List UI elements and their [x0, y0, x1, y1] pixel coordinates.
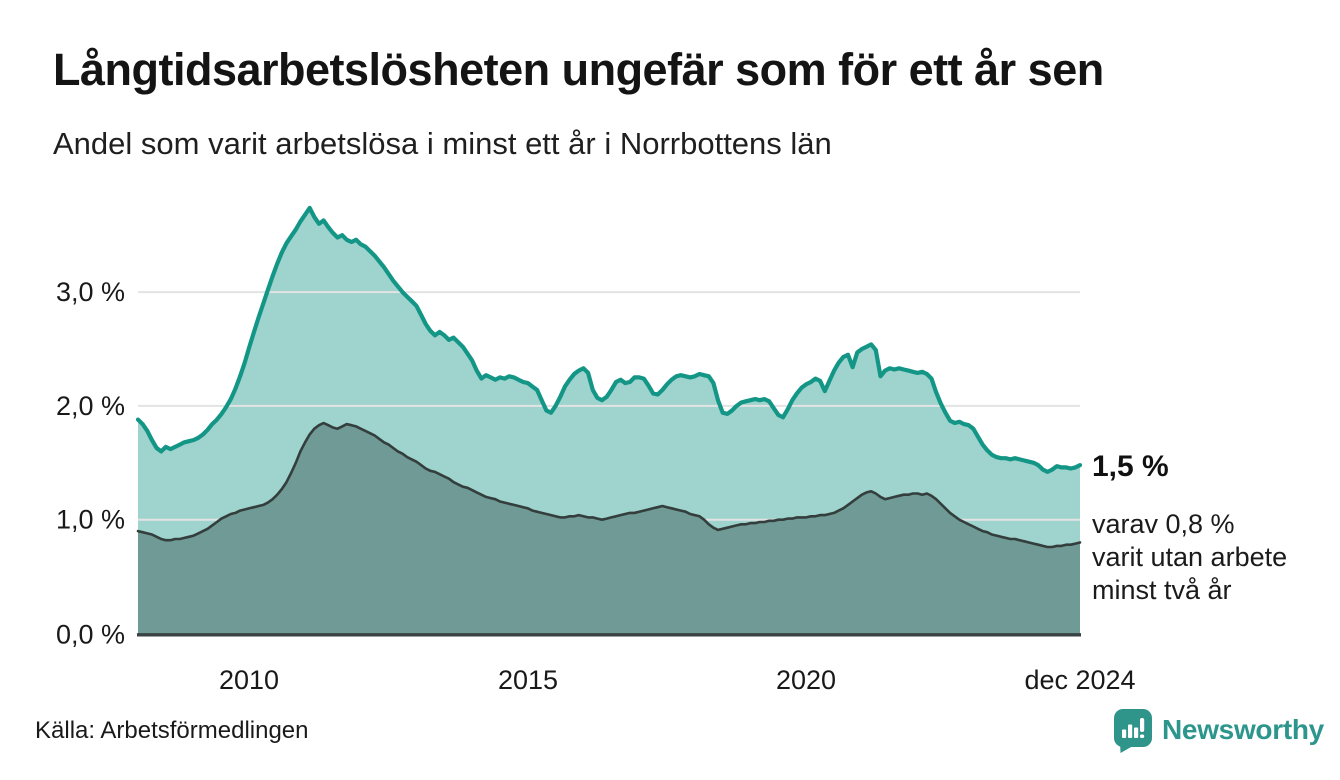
source-label: Källa: Arbetsförmedlingen — [35, 717, 309, 744]
newsworthy-logo: Newsworthy — [1113, 708, 1324, 754]
line-min-two-years — [136, 421, 1082, 549]
y-axis-labels: 0,0 % 1,0 % 2,0 % 3,0 % — [56, 277, 125, 649]
x-tick-dec-2024: dec 2024 — [1024, 665, 1135, 695]
page-title: Långtidsarbetslösheten ungefär som för e… — [53, 44, 1104, 95]
x-tick-2020: 2020 — [776, 665, 836, 695]
two-year-annotation-line2: varit utan arbete — [1092, 542, 1288, 572]
latest-value-label: 1,5 % — [1092, 450, 1169, 483]
x-tick-2015: 2015 — [498, 665, 558, 695]
y-tick-0: 0,0 % — [56, 620, 125, 650]
line-min-one-year — [135, 205, 1083, 474]
page-subtitle: Andel som varit arbetslösa i minst ett å… — [53, 126, 832, 161]
newsworthy-wordmark: Newsworthy — [1162, 714, 1324, 745]
bar-chart-speech-bubble-icon — [1114, 709, 1152, 753]
two-year-annotation-line3: minst två år — [1092, 575, 1232, 605]
two-year-annotation: varav 0,8 % varit utan arbete minst två … — [1092, 508, 1287, 607]
x-tick-2010: 2010 — [219, 665, 279, 695]
area-fill-min-two-years — [138, 423, 1080, 634]
y-tick-2: 2,0 % — [56, 391, 125, 421]
y-tick-1: 1,0 % — [56, 505, 125, 535]
x-axis-labels: 2010 2015 2020 dec 2024 — [219, 665, 1136, 695]
y-tick-3: 3,0 % — [56, 277, 125, 307]
two-year-annotation-line1: varav 0,8 % — [1092, 509, 1235, 539]
